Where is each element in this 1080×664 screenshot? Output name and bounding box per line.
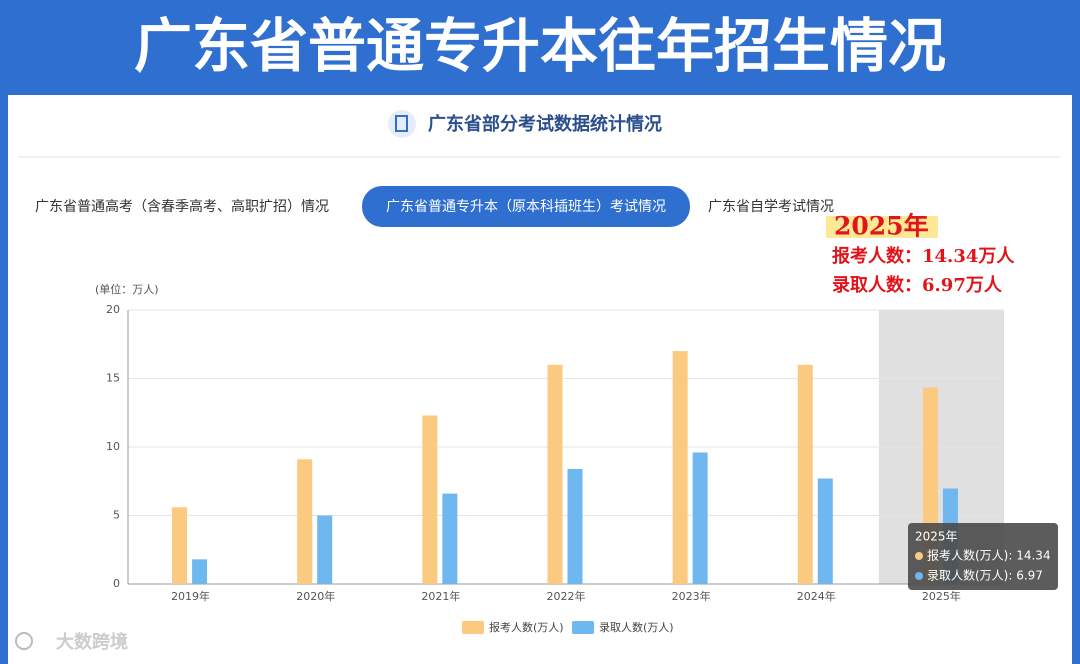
tooltip-dot xyxy=(915,552,923,560)
annotation-highlight xyxy=(826,216,938,238)
bar xyxy=(797,364,813,584)
bar xyxy=(422,415,438,584)
bar xyxy=(297,459,313,584)
tooltip-title: 2025年 xyxy=(915,530,958,544)
x-tick-label: 2023年 xyxy=(672,589,711,603)
x-tick-label: 2024年 xyxy=(797,589,836,603)
x-tick-label: 2022年 xyxy=(547,589,586,603)
bar xyxy=(672,351,688,584)
legend-label: 报考人数(万人) xyxy=(489,620,564,634)
section-title: 广东省部分考试数据统计情况 xyxy=(428,113,662,135)
watermark-icon xyxy=(15,632,33,650)
section-icon-doc xyxy=(395,115,408,132)
section-icon xyxy=(388,110,416,138)
tab[interactable]: 广东省自学考试情况 xyxy=(708,199,834,215)
bar xyxy=(442,493,458,584)
annotation-year: 2025年 xyxy=(834,212,929,241)
bar xyxy=(192,559,208,584)
tooltip: 2025年 报考人数(万人): 14.34 录取人数(万人): 6.97 xyxy=(908,523,1058,590)
annotation-line: 报考人数：14.34万人 xyxy=(832,245,1015,267)
y-tick-label: 5 xyxy=(113,509,120,522)
bar xyxy=(317,515,333,584)
tab[interactable]: 广东省普通高考（含春季高考、高职扩招）情况 xyxy=(35,198,329,215)
y-tick-label: 0 xyxy=(113,577,120,590)
legend-label: 录取人数(万人) xyxy=(599,621,674,634)
bar xyxy=(567,468,583,584)
x-tick-label: 2021年 xyxy=(421,589,460,603)
x-tick-label: 2019年 xyxy=(171,589,210,603)
x-tick-label: 2025年 xyxy=(922,589,961,603)
tooltip-dot xyxy=(915,572,923,580)
tooltip-item: 录取人数(万人): 6.97 xyxy=(927,568,1043,583)
page-title: 广东省普通专升本往年招生情况 xyxy=(134,12,946,80)
bar xyxy=(547,364,563,584)
legend-swatch xyxy=(462,621,484,634)
y-tick-label: 20 xyxy=(106,303,120,316)
bar xyxy=(817,478,833,584)
tab-active-bg[interactable] xyxy=(362,186,690,227)
watermark: 大数跨境 xyxy=(56,631,128,653)
y-tick-label: 10 xyxy=(106,440,120,453)
y-tick-label: 15 xyxy=(106,372,120,385)
annotation-line: 录取人数：6.97万人 xyxy=(832,274,1003,296)
tooltip-bg xyxy=(908,523,1058,590)
bar xyxy=(172,507,188,584)
bar xyxy=(692,452,708,584)
tooltip-item: 报考人数(万人): 14.34 xyxy=(927,548,1051,563)
tab-active[interactable]: 广东省普通专升本（原本科插班生）考试情况 xyxy=(386,199,666,215)
legend-swatch xyxy=(572,621,594,634)
unit-label: (单位：万人) xyxy=(95,282,159,296)
x-tick-label: 2020年 xyxy=(296,589,335,603)
